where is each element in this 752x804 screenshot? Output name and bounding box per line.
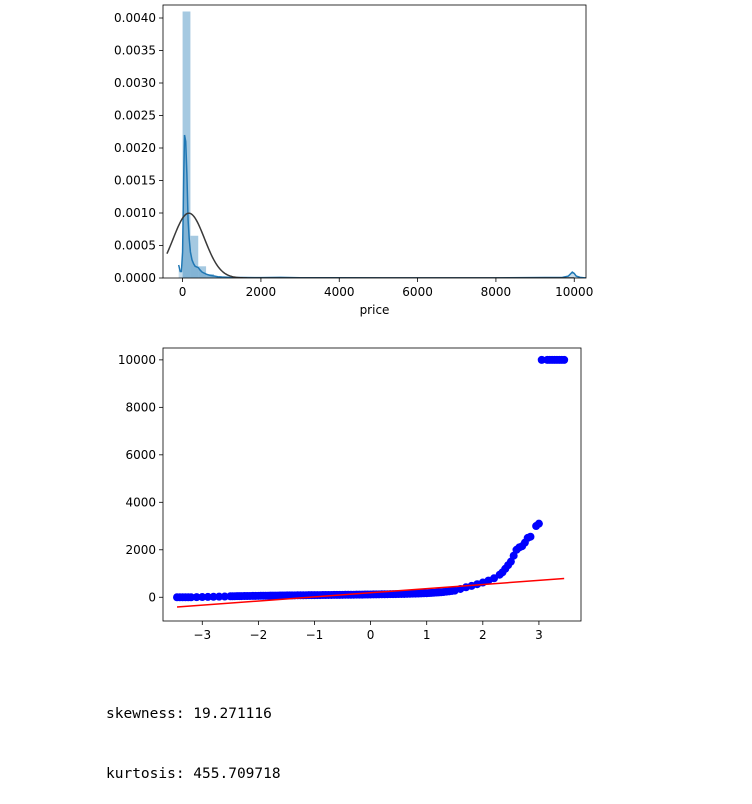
y-tick-label: 0.0015 [114,174,156,188]
y-tick-label: 0.0030 [114,76,156,90]
data-point [534,519,543,528]
x-tick-label: 8000 [481,285,512,299]
x-tick-label: 6000 [402,285,433,299]
x-axis-label: price [360,303,390,317]
price-distribution-chart: 0 2000 4000 6000 8000 10000 0.0000 0.0005 0.0010… [114,4,593,317]
normal-fit-line [166,212,575,278]
probability-plot-chart: −3 −2 −1 0 1 2 3 0 2000 4000 6000 8000 10000 [118,347,582,642]
y-tick-label: 4000 [125,495,156,509]
data-point [192,593,201,602]
y-tick-label: 0.0025 [114,109,156,123]
data-point [220,592,229,601]
fit-line [176,577,565,608]
x-tick-label: 1 [423,628,431,642]
data-point [215,592,224,601]
plot-area [173,355,569,608]
y-tick-label: 0.0035 [114,44,156,58]
x-tick-label: 2000 [246,285,277,299]
kde-line [177,134,586,278]
x-tick-label: 2 [479,628,487,642]
data-point [537,355,546,364]
skewness-text: skewness: 19.271116 [106,706,272,722]
axes-frame [162,4,587,279]
x-tick-label: 4000 [324,285,355,299]
data-point [526,532,535,541]
data-point [209,592,218,601]
x-tick-label: 3 [535,628,543,642]
y-tick-label: 0.0010 [114,206,156,220]
x-tick-label: −2 [250,628,268,642]
histogram-bar-1 [190,235,199,278]
x-tick-label: −1 [306,628,324,642]
data-point [560,355,569,364]
y-tick-label: 0.0040 [114,11,156,25]
x-tick-label: 0 [179,285,187,299]
data-point [509,551,518,560]
x-tick-label: 10000 [555,285,593,299]
y-tick-label: 0.0020 [114,141,156,155]
data-point [198,593,207,602]
figure: 0 2000 4000 6000 8000 10000 0.0000 0.0005 0.0010… [114,4,593,642]
stats-output: skewness: 19.271116 kurtosis: 455.709718 [106,664,281,804]
x-tick-label: −3 [193,628,211,642]
data-point [187,593,196,602]
plot-area [166,11,586,278]
data-point [506,557,515,566]
y-tick-label: 6000 [125,448,156,462]
y-tick-label: 8000 [125,400,156,414]
kde-area [178,135,586,278]
y-tick-label: 2000 [125,543,156,557]
y-tick-label: 0 [148,590,156,604]
data-point [203,592,212,601]
kurtosis-text: kurtosis: 455.709718 [106,766,281,782]
x-tick-label: 0 [367,628,375,642]
y-tick-label: 0.0005 [114,239,156,253]
axes-frame [162,347,582,622]
y-tick-label: 10000 [118,353,156,367]
y-tick-label: 0.0000 [114,271,156,285]
